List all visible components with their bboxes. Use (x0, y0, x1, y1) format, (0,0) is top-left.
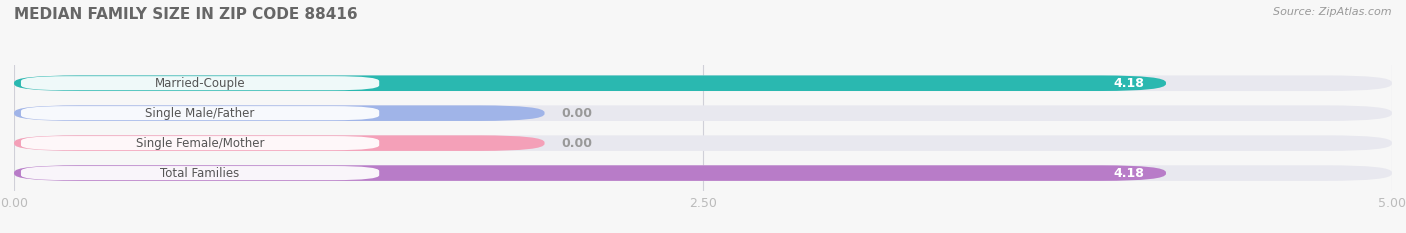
FancyBboxPatch shape (14, 75, 1166, 91)
Text: Married-Couple: Married-Couple (155, 77, 246, 90)
Text: 0.00: 0.00 (561, 107, 592, 120)
Text: MEDIAN FAMILY SIZE IN ZIP CODE 88416: MEDIAN FAMILY SIZE IN ZIP CODE 88416 (14, 7, 357, 22)
FancyBboxPatch shape (14, 165, 1392, 181)
Text: Single Female/Mother: Single Female/Mother (136, 137, 264, 150)
Text: Single Male/Father: Single Male/Father (145, 107, 254, 120)
FancyBboxPatch shape (14, 135, 544, 151)
FancyBboxPatch shape (14, 105, 544, 121)
Text: Source: ZipAtlas.com: Source: ZipAtlas.com (1274, 7, 1392, 17)
FancyBboxPatch shape (21, 136, 380, 150)
Text: 0.00: 0.00 (561, 137, 592, 150)
Text: 4.18: 4.18 (1114, 167, 1144, 180)
FancyBboxPatch shape (21, 166, 380, 180)
Text: Total Families: Total Families (160, 167, 239, 180)
FancyBboxPatch shape (21, 106, 380, 120)
FancyBboxPatch shape (14, 75, 1392, 91)
FancyBboxPatch shape (14, 165, 1166, 181)
FancyBboxPatch shape (21, 76, 380, 90)
Text: 4.18: 4.18 (1114, 77, 1144, 90)
FancyBboxPatch shape (14, 135, 1392, 151)
FancyBboxPatch shape (14, 105, 1392, 121)
